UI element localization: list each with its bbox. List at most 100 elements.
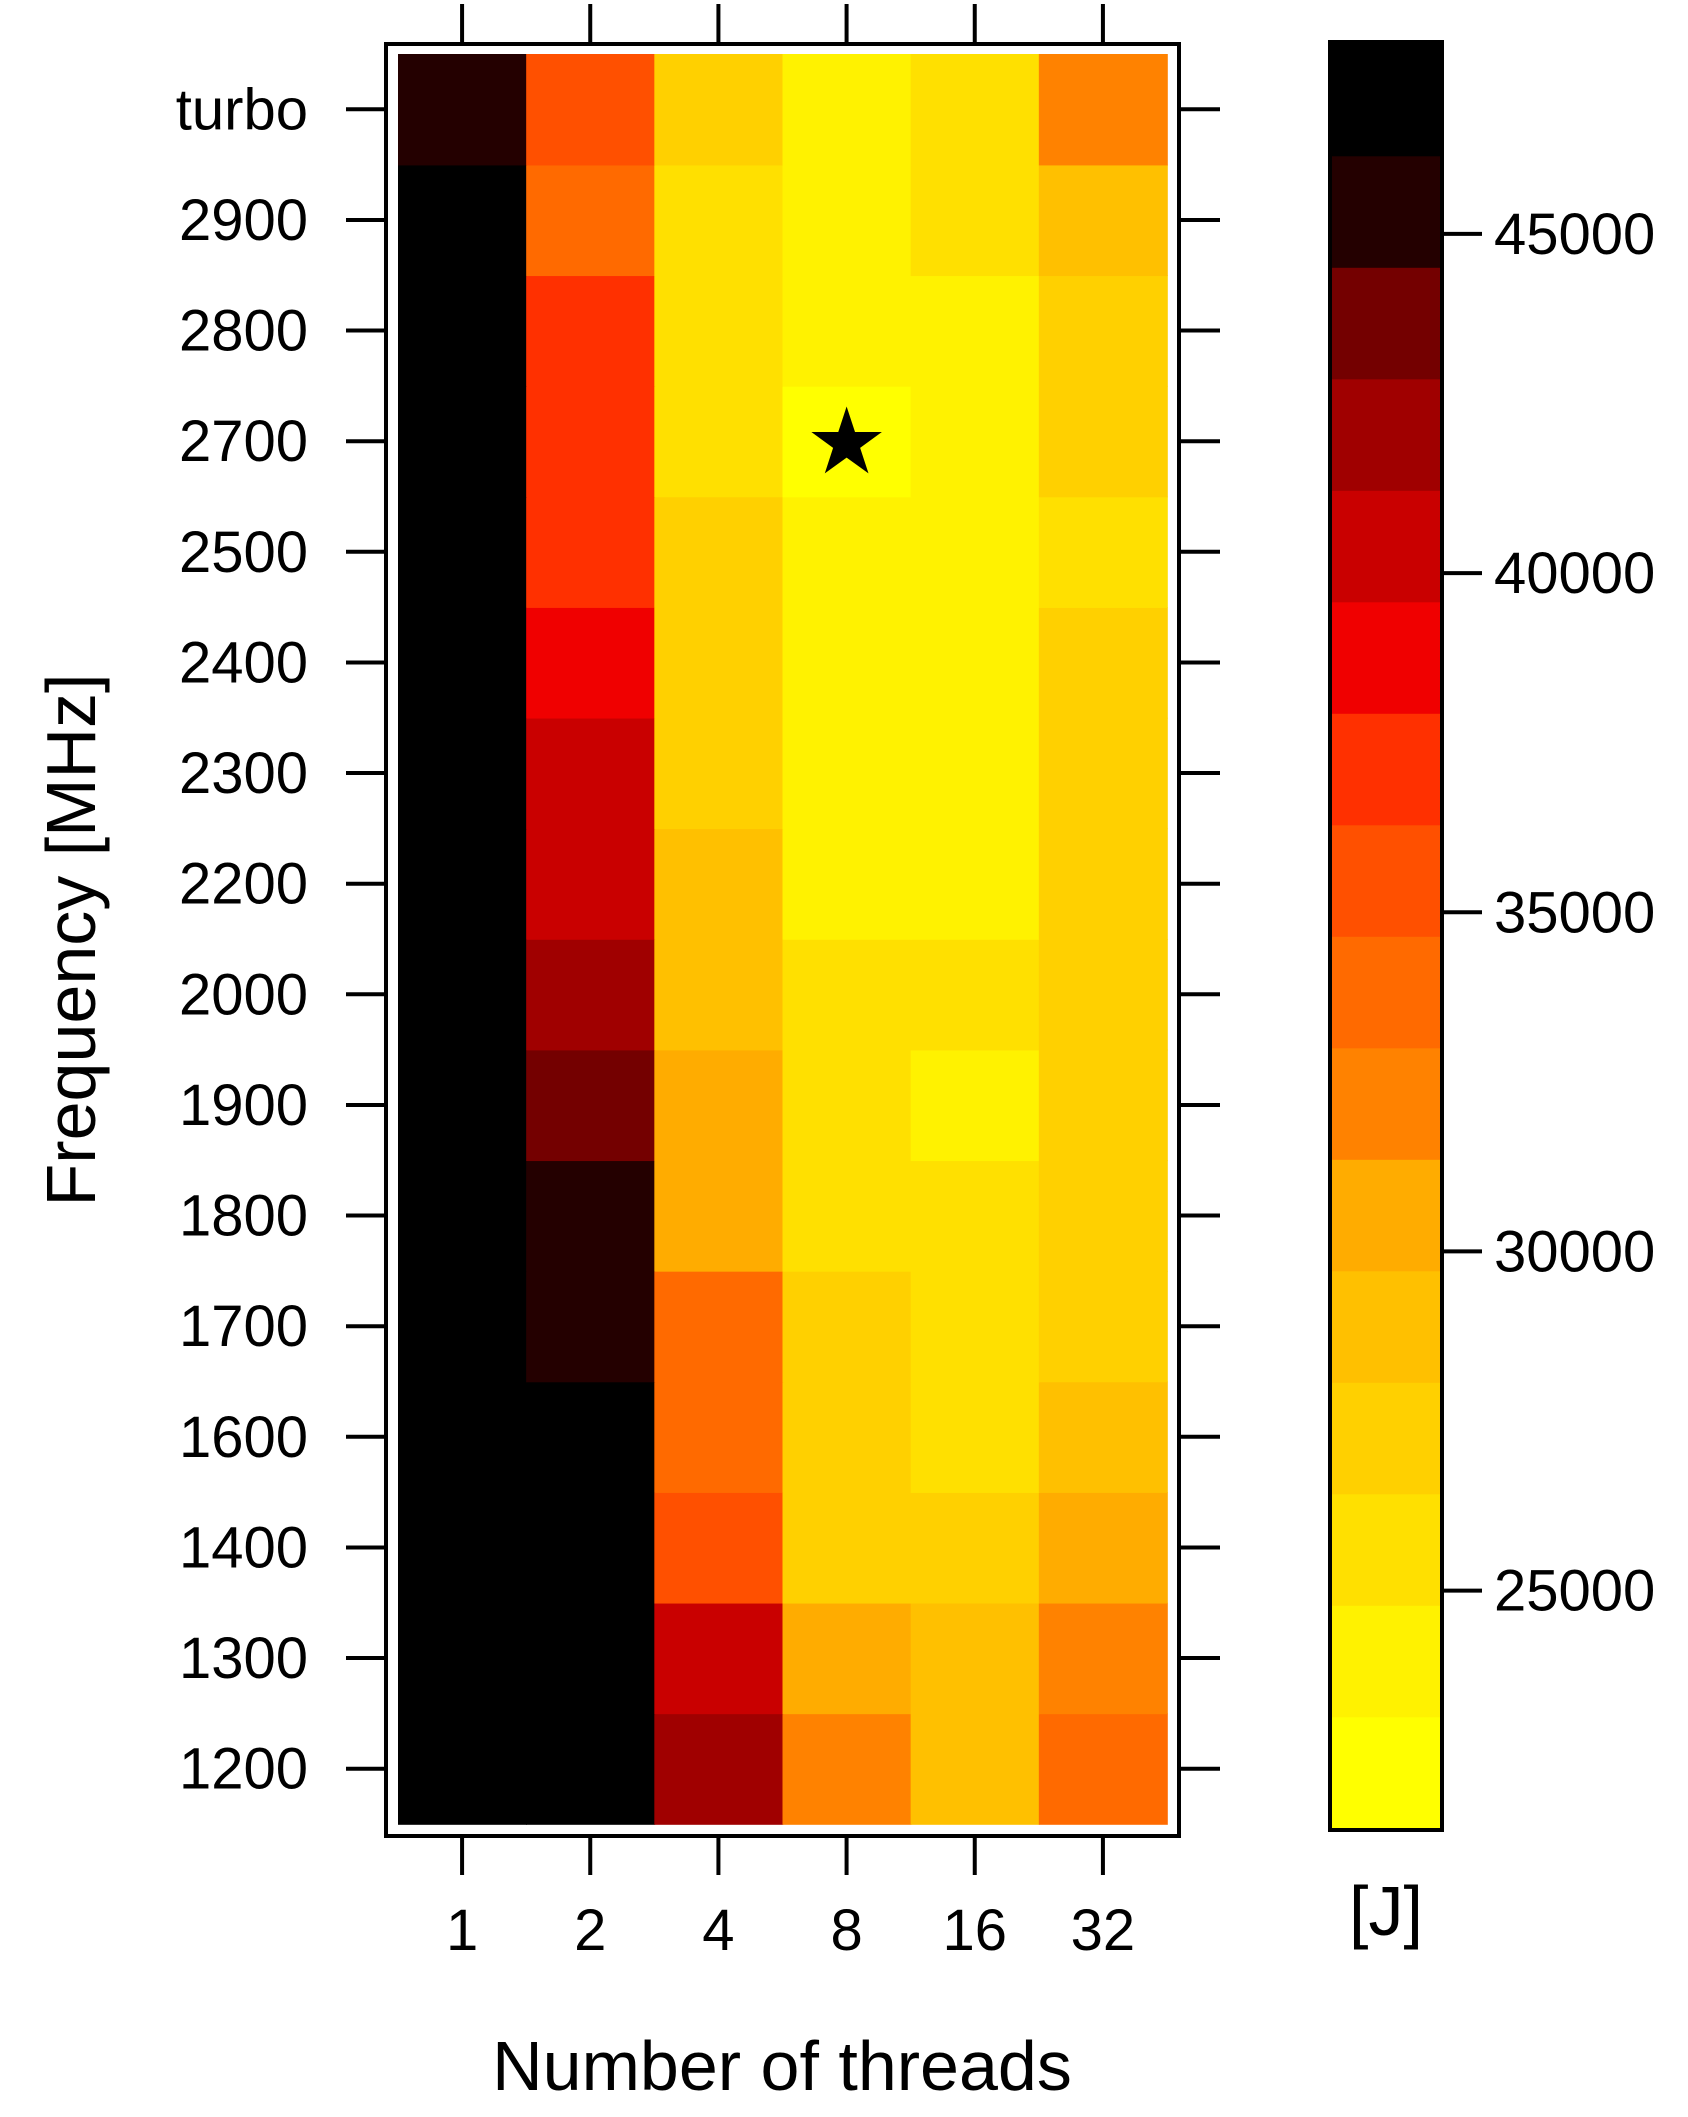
colorbar-level-9	[1332, 713, 1440, 826]
heatmap-cell-1900-8	[782, 1049, 912, 1162]
heatmap-cell-1600-4	[654, 1381, 784, 1493]
colorbar-tick-label: 30000	[1494, 1219, 1655, 1284]
heatmap-cell-1400-4	[654, 1492, 784, 1604]
heatmap-cell-1300-4	[654, 1602, 784, 1715]
heatmap-cell-turbo-1	[398, 54, 527, 166]
heatmap-cell-2000-1	[398, 939, 527, 1051]
heatmap-cell-1400-1	[398, 1492, 527, 1604]
colorbar-level-0	[1332, 1716, 1440, 1829]
heatmap-cell-2300-2	[526, 717, 656, 830]
heatmap-cell-1800-2	[526, 1160, 656, 1272]
heatmap-cell-2300-16	[910, 717, 1040, 830]
heatmap-cell-2800-8	[782, 275, 912, 387]
heatmap-cell-2700-16	[910, 385, 1040, 498]
x-tick-label: 32	[1071, 1898, 1136, 1963]
heatmap-cell-2200-2	[526, 828, 656, 940]
heatmap-cell-2900-4	[654, 164, 784, 277]
heatmap-cell-1900-2	[526, 1049, 656, 1162]
heatmap-cell-1300-1	[398, 1602, 527, 1715]
colorbar-unit-label: [J]	[1349, 1872, 1423, 1950]
heatmap-cell-2000-4	[654, 939, 784, 1051]
heatmap-cell-2900-1	[398, 164, 527, 277]
heatmap-cell-2700-1	[398, 385, 527, 498]
heatmap-cell-1900-32	[1038, 1049, 1168, 1162]
y-tick-label: 2400	[179, 630, 308, 695]
heatmap-cell-turbo-8	[782, 54, 912, 166]
heatmap-cell-1200-16	[910, 1713, 1040, 1825]
heatmap-cell-2300-32	[1038, 717, 1168, 830]
heatmap-cell-2000-2	[526, 939, 656, 1051]
heatmap-cell-1800-32	[1038, 1160, 1168, 1272]
y-tick-labels: 1200 1300 1400 1600 1700 1800 1900 2000 2200 2300…	[176, 77, 308, 1801]
heatmap-cell-2300-1	[398, 717, 527, 830]
colorbar-level-15	[1332, 44, 1440, 157]
y-tick-label: 1200	[179, 1737, 308, 1802]
x-tick-label: 1	[446, 1898, 478, 1963]
heatmap-cell-2800-32	[1038, 275, 1168, 387]
y-tick-label: 2300	[179, 741, 308, 806]
heatmap-cell-1200-32	[1038, 1713, 1168, 1825]
colorbar-tick-label: 40000	[1494, 541, 1655, 606]
colorbar	[1332, 44, 1440, 1829]
colorbar-frame	[1328, 40, 1444, 1832]
heatmap-cell-1800-16	[910, 1160, 1040, 1272]
heatmap-cell-1600-8	[782, 1381, 912, 1493]
heatmap-cell-1800-4	[654, 1160, 784, 1272]
heatmap-cell-2800-1	[398, 275, 527, 387]
y-tick-label: 2500	[179, 520, 308, 585]
colorbar-level-11	[1332, 490, 1440, 603]
heatmap-cell-turbo-2	[526, 54, 656, 166]
colorbar-level-3	[1332, 1382, 1440, 1495]
heatmap-cell-2400-8	[782, 607, 912, 719]
heatmap-cell-2700-2	[526, 385, 656, 498]
heatmap-cell-1200-1	[398, 1713, 527, 1825]
y-axis-title: Frequency [MHz]	[32, 674, 110, 1207]
y-tick-label: 2900	[179, 188, 308, 253]
heatmap-cell-1600-16	[910, 1381, 1040, 1493]
axis-ticks	[346, 4, 1220, 1875]
heatmap-cell-1700-8	[782, 1270, 912, 1383]
heatmap-cell-1300-32	[1038, 1602, 1168, 1715]
heatmap-cell-1300-16	[910, 1602, 1040, 1715]
heatmap-cell-1900-4	[654, 1049, 784, 1162]
heatmap-cell-1200-4	[654, 1713, 784, 1825]
heatmap-cell-2500-32	[1038, 496, 1168, 608]
colorbar-level-13	[1332, 267, 1440, 380]
heatmap-cell-1400-2	[526, 1492, 656, 1604]
heatmap-cell-1800-8	[782, 1160, 912, 1272]
x-tick-label: 2	[574, 1898, 606, 1963]
x-tick-label: 16	[942, 1898, 1007, 1963]
heatmap-cell-1300-8	[782, 1602, 912, 1715]
heatmap-cell-2400-1	[398, 607, 527, 719]
y-tick-label: 2800	[179, 299, 308, 364]
colorbar-level-6	[1332, 1047, 1440, 1160]
heatmap-cell-2400-16	[910, 607, 1040, 719]
colorbar-tick-label: 35000	[1494, 880, 1655, 945]
heatmap-cell-2500-4	[654, 496, 784, 608]
heatmap-cell-2300-4	[654, 717, 784, 830]
y-tick-label: 1800	[179, 1184, 308, 1249]
heatmap-cell-2900-32	[1038, 164, 1168, 277]
heatmap-cell-2000-32	[1038, 939, 1168, 1051]
y-tick-label: 1700	[179, 1294, 308, 1359]
heatmap-cell-1600-2	[526, 1381, 656, 1493]
heatmap-cell-2500-2	[526, 496, 656, 608]
heatmap-cell-2200-4	[654, 828, 784, 940]
colorbar-level-12	[1332, 378, 1440, 491]
colorbar-level-10	[1332, 601, 1440, 714]
heatmap-cell-1900-1	[398, 1049, 527, 1162]
heatmap-cell-2000-16	[910, 939, 1040, 1051]
heatmap-cell-2900-8	[782, 164, 912, 277]
colorbar-tick-label: 45000	[1494, 202, 1655, 267]
y-tick-label: 2700	[179, 409, 308, 474]
heatmap-cell-2700-32	[1038, 385, 1168, 498]
heatmap-cells	[398, 54, 1168, 1825]
y-tick-label: 1600	[179, 1405, 308, 1470]
y-tick-label: 1400	[179, 1515, 308, 1580]
heatmap-cell-2900-2	[526, 164, 656, 277]
x-tick-labels: 1 2 4 8 16 32	[446, 1898, 1135, 1963]
heatmap-cell-1400-32	[1038, 1492, 1168, 1604]
x-tick-label: 4	[702, 1898, 734, 1963]
heatmap-cell-2900-16	[910, 164, 1040, 277]
